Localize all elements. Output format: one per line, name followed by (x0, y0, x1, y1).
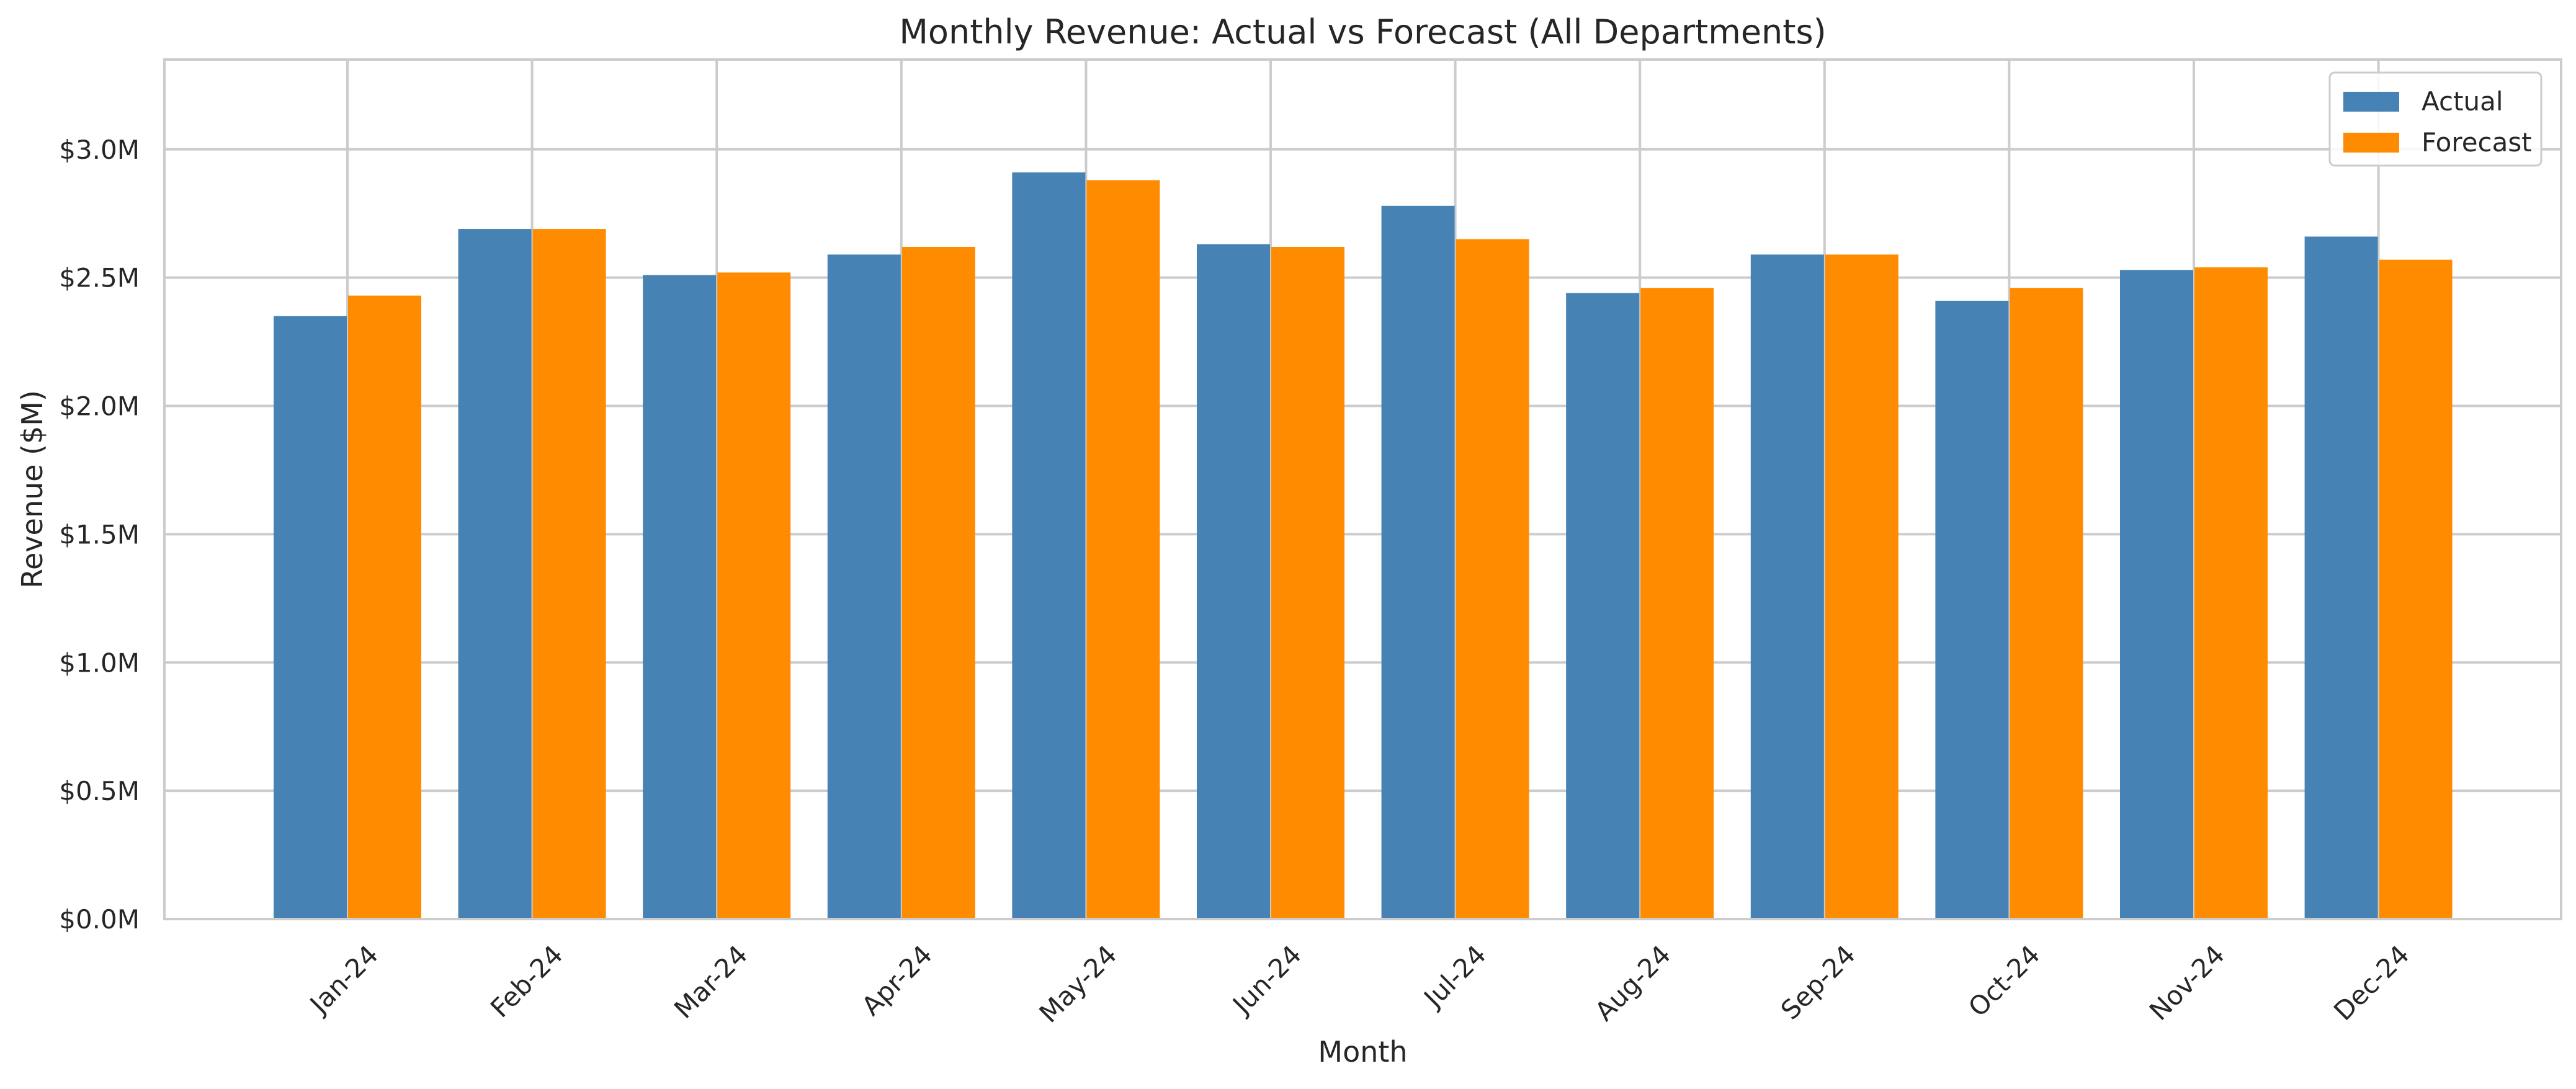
y-tick-label: $1.5M (59, 519, 140, 549)
y-axis-ticks: $0.0M $0.5M $1.0M $1.5M $2.0M $2.5M $3.0M (59, 135, 140, 935)
bar-actual-feb-24 (458, 229, 532, 919)
x-tick-label: Apr-24 (856, 939, 938, 1021)
bar-actual-jan-24 (274, 316, 347, 920)
bar-actual-sep-24 (1750, 254, 1824, 920)
bar-forecast-oct-24 (2010, 288, 2083, 919)
x-tick-label: Oct-24 (1962, 939, 2046, 1023)
x-tick-label: Jan-24 (303, 939, 384, 1020)
x-tick-label: Aug-24 (1589, 939, 1676, 1026)
y-tick-label: $0.0M (59, 904, 140, 935)
legend-items: Actual Forecast (2343, 86, 2532, 158)
legend-swatch-actual (2343, 92, 2399, 112)
bar-forecast-nov-24 (2194, 267, 2268, 920)
x-tick-label: Nov-24 (2144, 939, 2230, 1026)
y-tick-label: $2.0M (59, 391, 140, 422)
bar-forecast-aug-24 (1640, 288, 1714, 919)
bar-actual-jun-24 (1197, 244, 1270, 919)
plot-frame (163, 58, 2562, 920)
x-tick-label: Sep-24 (1775, 939, 1861, 1025)
legend-swatch-forecast (2343, 133, 2399, 153)
bar-actual-may-24 (1012, 172, 1086, 920)
bar-forecast-apr-24 (901, 247, 975, 919)
chart-title: Monthly Revenue: Actual vs Forecast (All… (899, 12, 1826, 51)
bar-forecast-jul-24 (1456, 239, 1529, 919)
bar-actual-dec-24 (2304, 236, 2378, 920)
x-axis-ticks: Jan-24 Feb-24 Mar-24 Apr-24 May-24 Jun-24 Jul-… (303, 939, 2415, 1028)
bar-forecast-jun-24 (1271, 247, 1344, 919)
y-tick-label: $3.0M (59, 135, 140, 165)
bar-actual-aug-24 (1566, 293, 1640, 920)
bar-forecast-sep-24 (1825, 254, 1898, 920)
y-axis-label: Revenue ($M) (16, 390, 49, 589)
legend-label-forecast: Forecast (2422, 127, 2532, 158)
x-axis-label: Month (1318, 1035, 1407, 1069)
bar-actual-oct-24 (1935, 300, 2009, 919)
bar-actual-mar-24 (643, 275, 717, 920)
x-tick-label: Jul-24 (1417, 939, 1492, 1014)
legend-label-actual: Actual (2422, 86, 2503, 117)
bar-forecast-dec-24 (2379, 259, 2453, 919)
y-tick-label: $2.5M (59, 263, 140, 293)
bar-actual-nov-24 (2120, 270, 2193, 919)
y-tick-label: $1.0M (59, 647, 140, 678)
x-tick-label: Feb-24 (485, 939, 569, 1023)
bar-actual-jul-24 (1381, 205, 1455, 919)
bar-forecast-feb-24 (532, 229, 606, 919)
bars (274, 172, 2453, 920)
x-tick-label: Dec-24 (2328, 939, 2415, 1026)
bar-forecast-may-24 (1086, 180, 1160, 919)
bar-forecast-mar-24 (717, 272, 791, 920)
bar-forecast-jan-24 (348, 295, 421, 920)
x-tick-label: Jun-24 (1225, 939, 1307, 1021)
x-tick-label: May-24 (1033, 939, 1122, 1028)
legend: Actual Forecast (2328, 71, 2542, 167)
y-tick-label: $0.5M (59, 776, 140, 806)
x-tick-label: Mar-24 (668, 939, 753, 1024)
bar-actual-apr-24 (827, 254, 901, 920)
